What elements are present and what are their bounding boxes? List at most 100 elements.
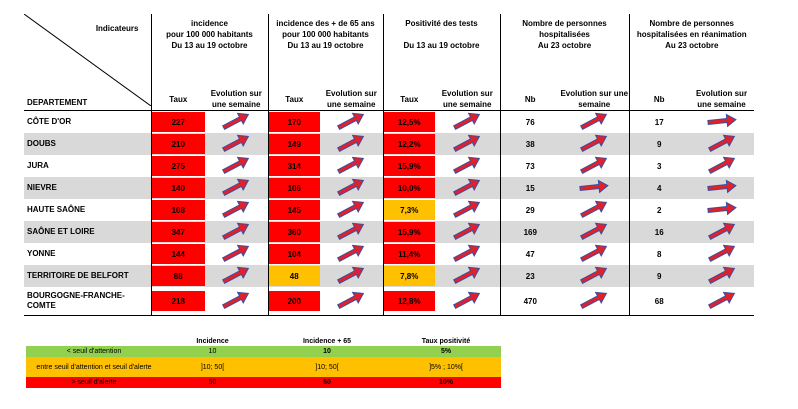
group-title-line: Du 13 au 19 octobre xyxy=(171,41,248,50)
group-header-incidence-65: incidence des + de 65 ans pour 100 000 h… xyxy=(267,14,383,88)
hospitalised-count: 15 xyxy=(499,177,560,199)
group-title-line: pour 100 000 habitants xyxy=(282,30,369,39)
evolution-cell xyxy=(320,199,383,221)
incidence-65-rate-cell: 48 xyxy=(267,265,320,287)
trend-arrow-icon xyxy=(707,291,735,310)
trend-arrow-icon xyxy=(222,222,250,241)
hospitalised-count: 47 xyxy=(499,243,560,265)
group-title-line: hospitalisées en réanimation xyxy=(636,30,747,39)
legend-value: 50 xyxy=(323,379,331,386)
cell-value: 314 xyxy=(287,161,301,171)
positivity-rate-cell: 12,5% xyxy=(382,110,435,133)
department-name: NIEVRE xyxy=(24,177,151,199)
cell-value: 10,0% xyxy=(397,183,421,193)
evolution-cell xyxy=(689,177,754,199)
legend-row-attention: < seuil d'attention 10 10 5% xyxy=(26,346,501,357)
hospitalised-count: 76 xyxy=(499,110,560,133)
evolution-cell xyxy=(320,221,383,243)
evolution-cell xyxy=(205,199,268,221)
trend-arrow-icon xyxy=(707,222,735,241)
trend-arrow-icon xyxy=(222,134,250,153)
group-title-line: Au 23 octobre xyxy=(537,41,592,50)
evolution-cell xyxy=(560,111,629,134)
trend-arrow-icon xyxy=(580,244,608,263)
trend-arrow-icon xyxy=(222,156,250,175)
trend-arrow-icon xyxy=(706,179,737,194)
legend-header-blank xyxy=(26,336,162,346)
trend-arrow-icon xyxy=(706,113,737,128)
positivity-rate-cell: 15,9% xyxy=(382,221,435,243)
trend-arrow-icon xyxy=(337,291,365,310)
trend-arrow-icon xyxy=(579,179,610,194)
cell-value: 210 xyxy=(171,139,185,149)
cell-value: 106 xyxy=(287,183,301,193)
icu-count: 16 xyxy=(628,221,689,243)
department-row: BOURGOGNE-FRANCHE-COMTE 218 200 12,8% 470 68 xyxy=(24,287,754,316)
group-title-line: incidence des + de 65 ans xyxy=(276,19,375,28)
trend-arrow-icon xyxy=(453,200,481,219)
col-header-rate: Taux xyxy=(150,88,205,111)
covid-indicators-table: Indicateurs DEPARTEMENT incidence pour 1… xyxy=(24,14,754,316)
cell-value: 275 xyxy=(171,161,185,171)
trend-arrow-icon xyxy=(707,244,735,263)
incidence-rate-cell: 108 xyxy=(150,199,205,221)
department-label: DEPARTEMENT xyxy=(27,98,88,107)
positivity-rate-cell: 7,3% xyxy=(382,199,435,221)
group-header-rea: Nombre de personnes hospitalisées en réa… xyxy=(628,14,754,88)
trend-arrow-icon xyxy=(222,244,250,263)
department-row: SAÔNE ET LOIRE 347 360 15,9% 169 16 xyxy=(24,221,754,243)
incidence-rate-cell: 144 xyxy=(150,243,205,265)
icu-count: 9 xyxy=(628,133,689,155)
incidence-65-rate-cell: 314 xyxy=(267,155,320,177)
hospitalised-count: 169 xyxy=(499,221,560,243)
trend-arrow-icon xyxy=(222,178,250,197)
trend-arrow-icon xyxy=(453,244,481,263)
trend-arrow-icon xyxy=(222,266,250,285)
evolution-cell xyxy=(560,287,629,316)
legend-header: Incidence + 65 xyxy=(302,337,352,345)
hospitalised-count: 23 xyxy=(499,265,560,287)
group-title-line xyxy=(384,29,500,40)
evolution-cell xyxy=(560,243,629,265)
trend-arrow-icon xyxy=(222,291,250,310)
legend-header: Incidence xyxy=(196,337,229,345)
group-title-line: Nombre de personnes xyxy=(649,19,734,28)
indicators-label: Indicateurs xyxy=(95,24,139,33)
group-title-line: pour 100 000 habitants xyxy=(166,30,253,39)
trend-arrow-icon xyxy=(337,134,365,153)
evolution-cell xyxy=(205,155,268,177)
evolution-cell xyxy=(320,177,383,199)
evolution-cell xyxy=(435,177,500,199)
cell-value: 170 xyxy=(287,117,301,127)
trend-arrow-icon xyxy=(337,266,365,285)
department-row: YONNE 144 104 11,4% 47 8 xyxy=(24,243,754,265)
incidence-65-rate-cell: 145 xyxy=(267,199,320,221)
hospitalised-count: 73 xyxy=(499,155,560,177)
hospitalised-count: 38 xyxy=(499,133,560,155)
trend-arrow-icon xyxy=(337,244,365,263)
evolution-cell xyxy=(320,265,383,287)
trend-arrow-icon xyxy=(580,291,608,310)
legend-label: entre seuil d'attention et seuil d'alert… xyxy=(36,363,152,371)
group-title-line: Au 23 octobre xyxy=(665,41,719,50)
cell-value: 145 xyxy=(287,205,301,215)
evolution-cell xyxy=(560,177,629,199)
evolution-cell xyxy=(560,265,629,287)
evolution-cell xyxy=(320,111,383,134)
incidence-65-rate-cell: 149 xyxy=(267,133,320,155)
trend-arrow-icon xyxy=(337,200,365,219)
department-name: CÔTE D'OR xyxy=(27,117,72,126)
group-header-hospit: Nombre de personnes hospitalisées Au 23 … xyxy=(499,14,629,88)
cell-value: 12,8% xyxy=(397,296,421,306)
col-header-count: Nb xyxy=(628,88,689,111)
cell-value: 15,9% xyxy=(397,161,421,171)
evolution-cell xyxy=(205,265,268,287)
trend-arrow-icon xyxy=(580,266,608,285)
evolution-cell xyxy=(435,287,500,316)
incidence-rate-cell: 140 xyxy=(150,177,205,199)
evolution-cell xyxy=(689,221,754,243)
legend-row-between: entre seuil d'attention et seuil d'alert… xyxy=(26,357,501,377)
trend-arrow-icon xyxy=(707,156,735,175)
cell-value: 227 xyxy=(171,117,185,127)
evolution-cell xyxy=(560,155,629,177)
